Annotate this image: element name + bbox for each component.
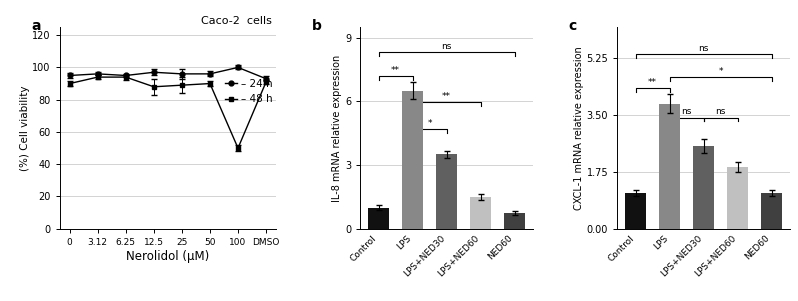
Bar xyxy=(368,207,389,229)
Y-axis label: (%) Cell viability: (%) Cell viability xyxy=(19,85,30,171)
Text: b: b xyxy=(312,19,322,33)
Bar xyxy=(470,197,491,229)
Bar xyxy=(727,167,749,229)
Legend: – 24 h, – 48 h: – 24 h, – 48 h xyxy=(224,79,273,104)
Bar xyxy=(625,193,646,229)
Y-axis label: CXCL-1 mRNA relative expression: CXCL-1 mRNA relative expression xyxy=(574,46,583,210)
Text: Caco-2  cells: Caco-2 cells xyxy=(200,16,271,26)
Bar xyxy=(693,146,714,229)
Bar xyxy=(402,91,423,229)
Y-axis label: IL-8 mRNA relative expression: IL-8 mRNA relative expression xyxy=(332,54,342,202)
Text: **: ** xyxy=(648,78,657,87)
Bar xyxy=(659,104,680,229)
Text: ns: ns xyxy=(441,42,452,51)
Text: c: c xyxy=(569,19,577,33)
Text: ns: ns xyxy=(681,107,692,116)
Text: a: a xyxy=(32,19,41,33)
Bar xyxy=(761,193,782,229)
X-axis label: Nerolidol (μM): Nerolidol (μM) xyxy=(126,250,210,262)
Text: ns: ns xyxy=(716,107,726,116)
Text: *: * xyxy=(427,119,432,128)
Bar xyxy=(436,154,457,229)
Bar xyxy=(504,213,525,229)
Text: *: * xyxy=(718,67,723,76)
Text: **: ** xyxy=(391,66,400,75)
Text: ns: ns xyxy=(698,44,709,53)
Text: **: ** xyxy=(442,92,451,101)
